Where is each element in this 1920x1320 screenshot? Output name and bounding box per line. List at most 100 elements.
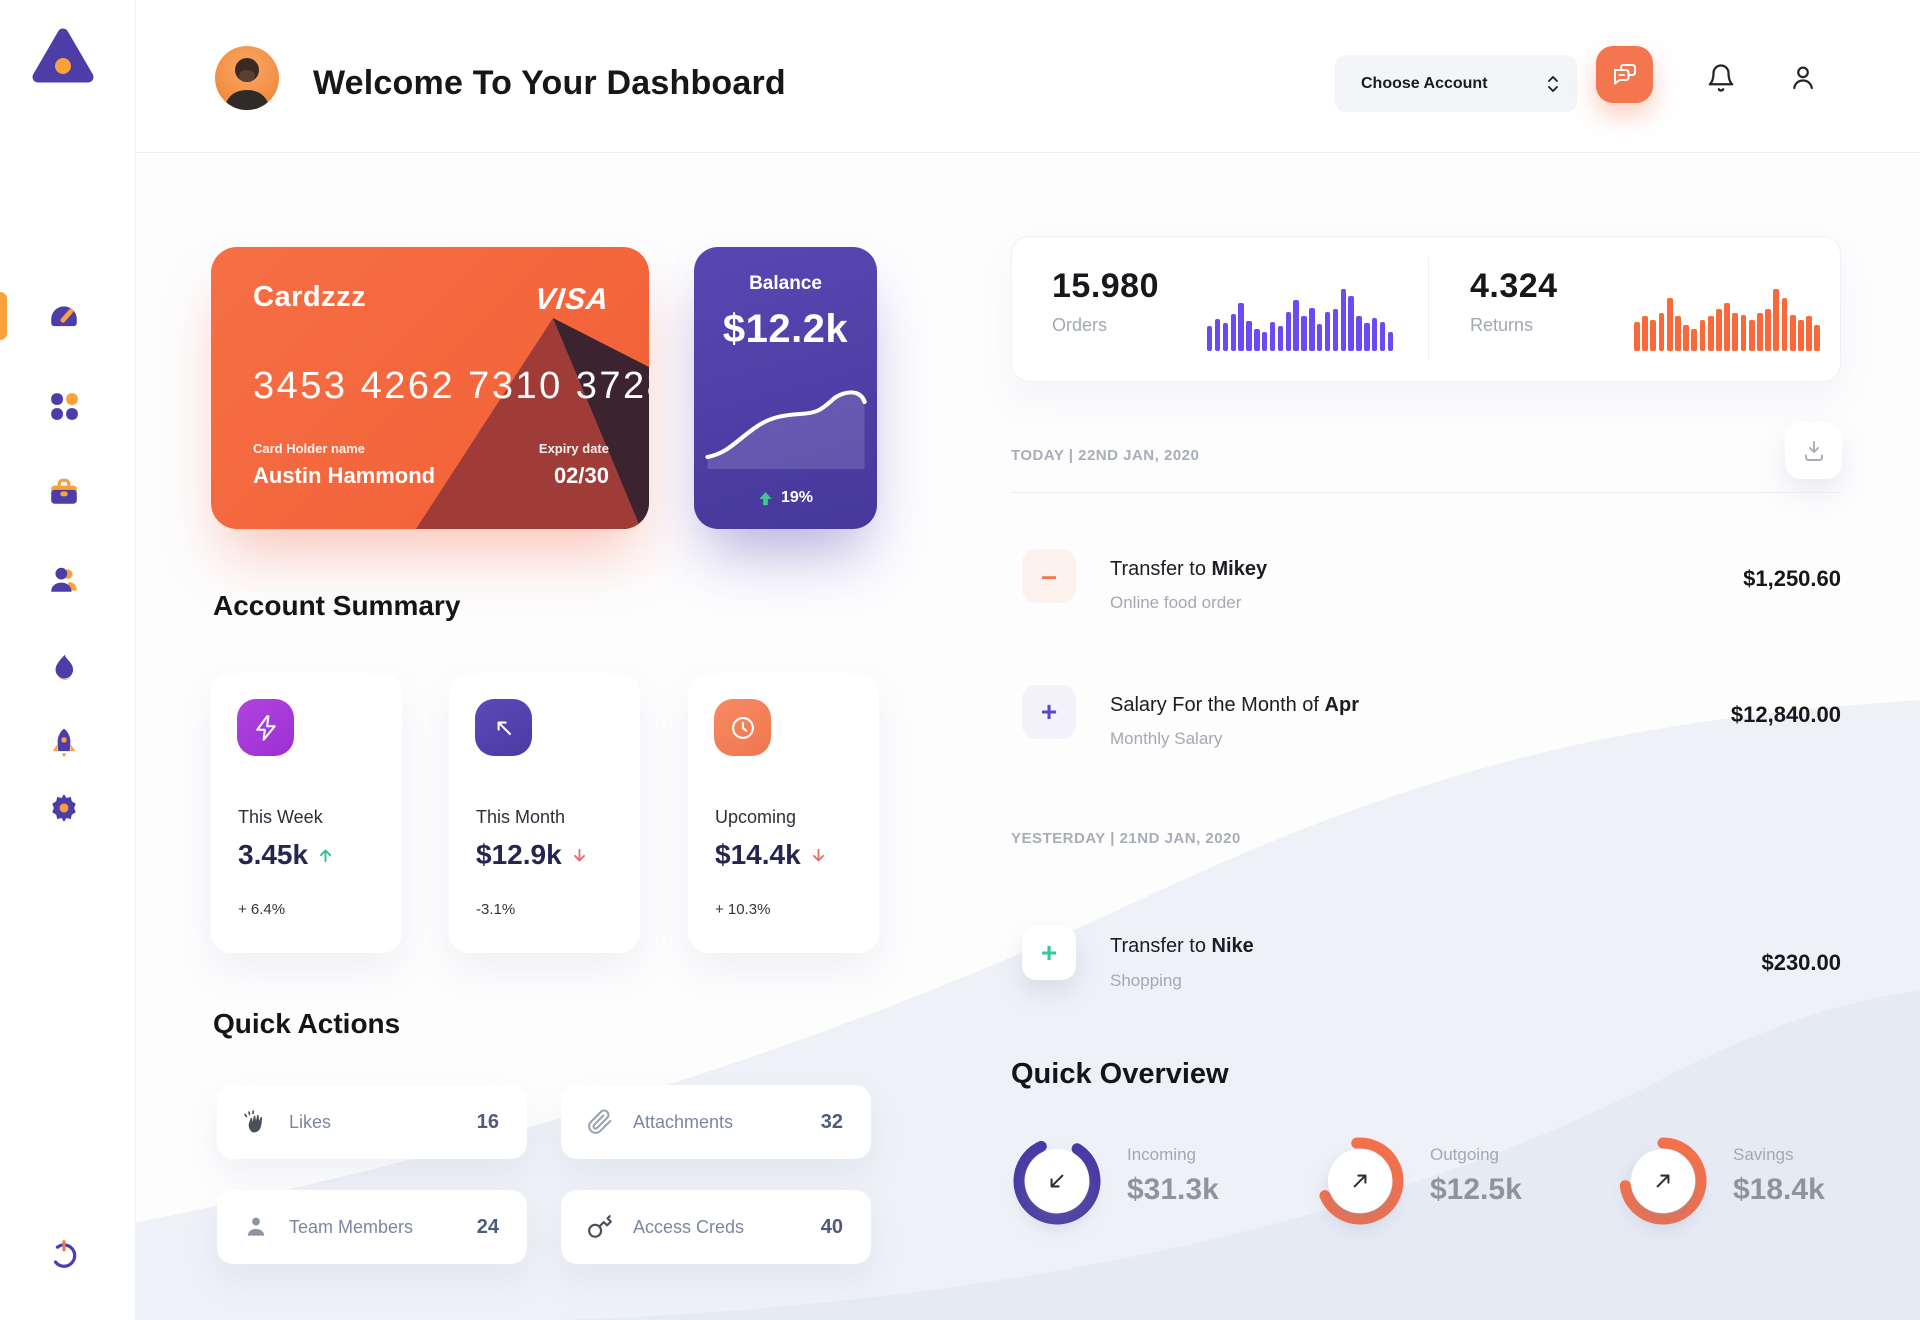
sidebar-item-apps[interactable] [48, 390, 80, 422]
sidebar-item-portfolio[interactable] [48, 476, 80, 508]
app-logo[interactable] [30, 26, 96, 88]
transaction-title-bold: Mikey [1211, 558, 1268, 580]
summary-delta: + 10.3% [715, 901, 771, 918]
orders-bar-chart [1207, 289, 1394, 351]
returns-label: Returns [1470, 315, 1534, 335]
transaction-icon-plus[interactable]: + [1022, 685, 1076, 739]
download-button[interactable] [1785, 422, 1842, 479]
summary-label: This Week [238, 807, 323, 827]
clock-icon [714, 699, 771, 756]
sidebar-item-activity[interactable] [48, 652, 80, 684]
users-icon [51, 567, 77, 592]
transaction-icon-plus[interactable]: + [1022, 926, 1076, 980]
summary-value-text: $14.4k [715, 839, 801, 870]
arrow-up-right-icon [1656, 1174, 1670, 1188]
flame-icon [55, 654, 74, 680]
overview-value: $18.4k [1733, 1173, 1825, 1206]
transaction-icon-minus[interactable]: – [1022, 549, 1076, 603]
stepper-chevrons-icon [1548, 75, 1558, 92]
savings-donut-center [1631, 1149, 1695, 1213]
balance-change-value: 19% [780, 489, 814, 506]
summary-card-this-month[interactable]: This Month $12.9k -3.1% [449, 673, 640, 953]
chat-button[interactable] [1596, 46, 1653, 103]
quick-action-count: 16 [476, 1110, 499, 1133]
balance-card: Balance $12.2k 19% [694, 247, 877, 529]
key-icon [585, 1212, 615, 1242]
overview-value: $31.3k [1127, 1173, 1219, 1206]
summary-card-upcoming[interactable]: Upcoming $14.4k + 10.3% [688, 673, 879, 953]
transaction-title-prefix: Transfer to [1110, 558, 1212, 580]
download-icon [1804, 440, 1823, 461]
quick-action-team-members[interactable]: Team Members 24 [217, 1190, 527, 1264]
quick-overview-title: Quick Overview [1011, 1058, 1229, 1090]
transaction-title-bold: Apr [1324, 694, 1359, 716]
overview-outgoing: Outgoing $12.5k [1312, 1133, 1582, 1229]
arrow-up-left-icon [475, 699, 532, 756]
quick-action-likes[interactable]: Likes 16 [217, 1085, 527, 1159]
transaction-subtitle: Online food order [1110, 593, 1242, 612]
transaction-amount: $12,840.00 [1730, 702, 1841, 727]
page-title: Welcome To Your Dashboard [313, 64, 786, 102]
balance-label: Balance [749, 273, 822, 294]
transaction-amount: $230.00 [1761, 950, 1841, 975]
date-header-today: TODAY | 22ND JAN, 2020 [1011, 447, 1200, 464]
orders-returns-stats: 15.980 Orders 4.324 Returns [1011, 236, 1841, 382]
transaction-subtitle: Shopping [1110, 971, 1182, 990]
clap-icon [241, 1107, 271, 1137]
outgoing-donut-center [1328, 1149, 1392, 1213]
quick-action-count: 40 [820, 1215, 843, 1238]
sidebar-item-settings[interactable] [48, 792, 80, 824]
card-holder-name: Austin Hammond [253, 463, 436, 488]
balance-change: 19% [694, 489, 877, 507]
overview-label: Savings [1733, 1145, 1794, 1164]
trend-down-icon [573, 848, 585, 861]
summary-value-text: $12.9k [476, 839, 562, 870]
summary-card-this-week[interactable]: This Week 3.45k + 6.4% [211, 673, 402, 953]
avatar[interactable] [215, 46, 279, 110]
gear-icon [52, 794, 76, 822]
summary-value: $14.4k [715, 839, 827, 871]
returns-bar-chart [1634, 289, 1821, 351]
quick-action-label: Attachments [633, 1111, 734, 1132]
quick-action-attachments[interactable]: Attachments 32 [561, 1085, 871, 1159]
overview-label: Outgoing [1430, 1145, 1499, 1164]
plus-icon: + [1040, 696, 1058, 727]
logout-button[interactable] [48, 1238, 80, 1270]
visa-logo: VISA [533, 283, 611, 316]
summary-label: This Month [476, 807, 566, 827]
arrow-up-filled-icon [759, 491, 772, 505]
notifications-button[interactable] [1704, 61, 1738, 95]
summary-value: 3.45k [238, 839, 334, 871]
profile-button[interactable] [1786, 61, 1820, 95]
arrow-down-left-icon [1050, 1174, 1064, 1188]
transaction-title[interactable]: Transfer to Mikey [1110, 558, 1267, 581]
stats-divider [1428, 257, 1429, 361]
transaction-title[interactable]: Salary For the Month of Apr [1110, 694, 1359, 717]
quick-actions-title: Quick Actions [213, 1008, 401, 1039]
summary-delta: -3.1% [476, 901, 516, 918]
chat-bubbles-icon [1613, 63, 1636, 84]
date-header-yesterday: YESTERDAY | 21ND JAN, 2020 [1011, 830, 1241, 847]
transaction-title[interactable]: Transfer to Nike [1110, 935, 1254, 958]
sidebar-item-team[interactable] [48, 564, 80, 596]
incoming-donut-center [1025, 1149, 1089, 1213]
transaction-subtitle: Monthly Salary [1110, 729, 1223, 748]
summary-value: $12.9k [476, 839, 588, 871]
sidebar [0, 0, 136, 1320]
paperclip-icon [585, 1107, 615, 1137]
minus-icon: – [1041, 560, 1057, 591]
card-name: Cardzzz [253, 281, 367, 313]
account-select[interactable]: Choose Account [1335, 55, 1577, 112]
card-holder-label: Card Holder name [253, 441, 365, 456]
card-expiry: 02/30 [553, 463, 609, 488]
sidebar-item-launch[interactable] [48, 726, 80, 758]
quick-action-count: 32 [820, 1110, 843, 1133]
orders-label: Orders [1052, 315, 1108, 335]
sidebar-item-dashboard[interactable] [48, 300, 80, 332]
quick-action-access-creds[interactable]: Access Creds 40 [561, 1190, 871, 1264]
zap-icon [237, 699, 294, 756]
account-select-label: Choose Account [1361, 74, 1488, 92]
avatar-photo [225, 58, 269, 110]
quick-action-label: Team Members [289, 1216, 414, 1237]
